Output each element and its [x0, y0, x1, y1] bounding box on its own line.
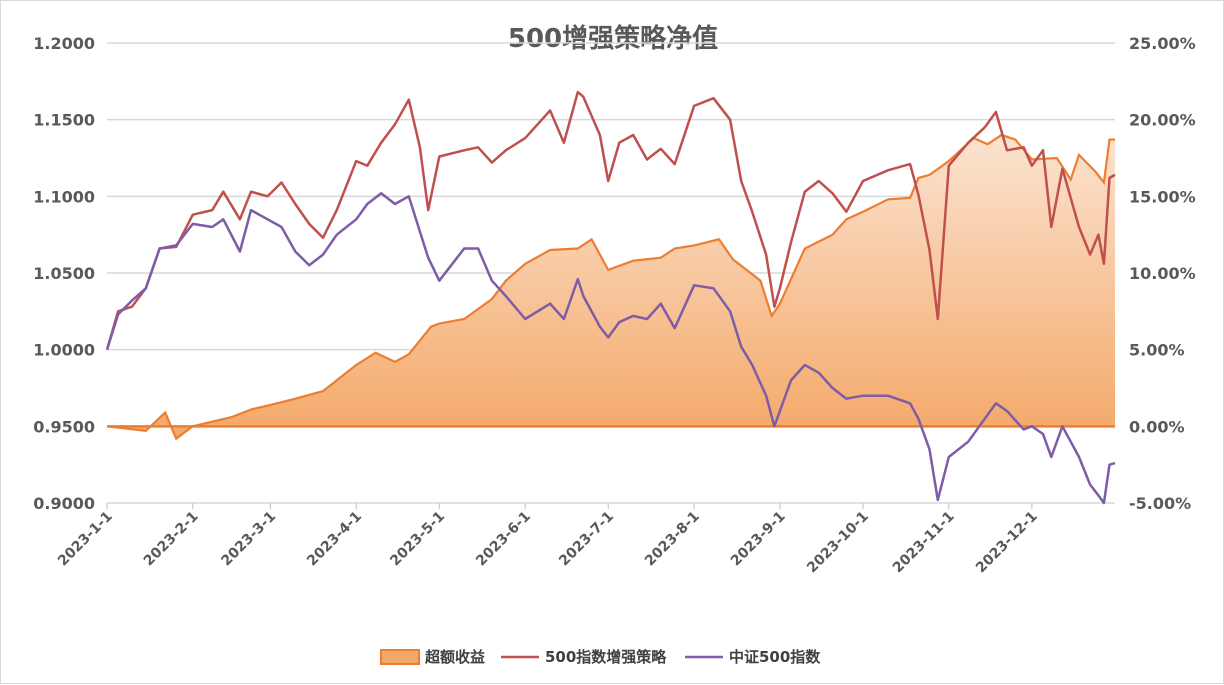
left-tick-label: 1.2000 — [33, 34, 95, 53]
x-tick-label: 2023-2-1 — [141, 509, 202, 570]
right-tick-label: 20.00% — [1129, 111, 1196, 130]
x-tick-label: 2023-3-1 — [218, 509, 279, 570]
excess-return-area — [107, 135, 1115, 439]
x-tick-label: 2023-4-1 — [304, 509, 365, 570]
x-tick-label: 2023-10-1 — [804, 509, 872, 577]
legend-swatch-area — [380, 649, 420, 665]
x-tick-label: 2023-12-1 — [973, 509, 1041, 577]
x-tick-label: 2023-11-1 — [890, 509, 958, 577]
right-tick-label: 5.00% — [1129, 341, 1185, 360]
legend-label: 超额收益 — [424, 648, 485, 666]
x-tick-label: 2023-5-1 — [387, 509, 448, 570]
left-tick-label: 0.9500 — [33, 417, 95, 436]
chart-title: 500增强策略净值 — [508, 23, 718, 54]
csi500-index-line — [105, 192, 1116, 505]
left-tick-label: 1.1000 — [33, 187, 95, 206]
x-axis: 2023-1-1 2023-2-1 2023-3-1 2023-4-1 2023-5-1… — [55, 503, 1041, 576]
x-tick-label: 2023-8-1 — [642, 509, 703, 570]
left-axis: 1.2000 1.1500 1.1000 1.0500 1.0000 0.9500 0.90… — [33, 34, 95, 513]
right-tick-label: 10.00% — [1129, 264, 1196, 283]
excess-return-line — [106, 133, 1115, 441]
x-tick-label: 2023-7-1 — [556, 509, 617, 570]
legend-label: 500指数增强策略 — [545, 648, 667, 666]
left-tick-label: 1.1500 — [33, 111, 95, 130]
x-tick-label: 2023-6-1 — [473, 509, 534, 570]
right-axis: 25.00% 20.00% 15.00% 10.00% 5.00% 0.00% -5.00% — [1129, 34, 1196, 513]
right-tick-label: 15.00% — [1129, 187, 1196, 206]
left-tick-label: 1.0500 — [33, 264, 95, 283]
legend: 超额收益 500指数增强策略 中证500指数 — [380, 648, 821, 666]
right-tick-label: 25.00% — [1129, 34, 1196, 53]
left-tick-label: 1.0000 — [33, 341, 95, 360]
line-series-layer — [105, 90, 1116, 505]
x-tick-label: 2023-1-1 — [55, 509, 116, 570]
legend-label: 中证500指数 — [729, 648, 821, 666]
x-tick-label: 2023-9-1 — [728, 509, 789, 570]
area-series-layer — [106, 133, 1115, 441]
enhanced-strategy-line — [105, 90, 1116, 351]
right-tick-label: -5.00% — [1129, 494, 1191, 513]
left-tick-label: 0.9000 — [33, 494, 95, 513]
right-tick-label: 0.00% — [1129, 417, 1185, 436]
